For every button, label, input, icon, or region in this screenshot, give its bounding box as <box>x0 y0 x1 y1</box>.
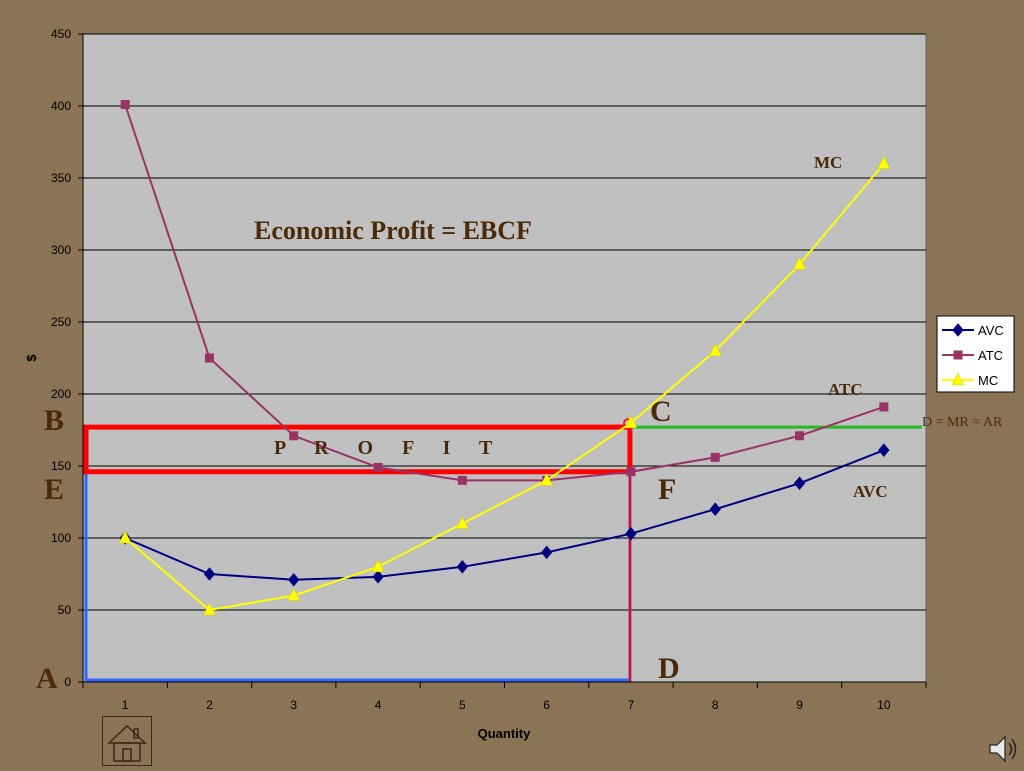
avc-curve-label: AVC <box>853 482 888 501</box>
mc-point <box>708 343 722 357</box>
mc-point <box>118 530 132 544</box>
y-tick-label: 200 <box>51 387 71 401</box>
atc-point <box>289 431 299 441</box>
point-c-label: C <box>650 395 672 428</box>
axes: 0 50 100 150 200 250 300 350 400 450 1 2 3 4 5 6 7 8 9 10 <box>51 27 927 712</box>
mc-point <box>287 588 301 601</box>
point-a-label: A <box>36 662 58 695</box>
mc-point <box>371 559 385 573</box>
home-button[interactable] <box>102 716 152 766</box>
atc-point <box>879 402 889 412</box>
series-mc <box>118 156 891 616</box>
atc-line <box>124 104 885 482</box>
legend-marker-atc <box>953 350 963 360</box>
avc-point <box>878 443 890 457</box>
point-d-label: D <box>658 652 680 685</box>
mc-point <box>793 256 806 270</box>
atc-point <box>204 353 214 363</box>
y-tick-label: 300 <box>51 243 71 257</box>
profit-rectangle <box>83 424 633 475</box>
x-tick-label: 1 <box>122 698 129 712</box>
y-tick-label: 150 <box>51 459 71 473</box>
x-axis-title: Quantity <box>478 726 531 741</box>
x-tick-label: 10 <box>877 698 891 712</box>
sound-button[interactable] <box>986 732 1020 766</box>
atc-point <box>795 431 805 441</box>
avc-point <box>540 545 553 560</box>
mc-point <box>203 602 216 616</box>
avc-point <box>625 526 637 541</box>
mc-point <box>455 516 469 529</box>
mc-point <box>877 156 891 169</box>
profit-rectangles <box>83 418 922 682</box>
point-b-label: B <box>44 404 64 437</box>
legend-marker-avc <box>952 323 964 337</box>
legend-label-avc: AVC <box>978 323 1004 338</box>
x-tick-label: 2 <box>206 698 213 712</box>
y-tick-label: 100 <box>51 531 71 545</box>
mc-line <box>124 162 885 612</box>
avc-point <box>456 560 469 574</box>
avc-point <box>793 476 806 491</box>
gridlines <box>83 33 926 611</box>
avc-line <box>124 449 885 581</box>
atc-point <box>120 100 130 110</box>
y-tick-label: 350 <box>51 171 71 185</box>
atc-curve-label: ATC <box>828 380 863 399</box>
legend-marker-mc <box>951 372 965 386</box>
atc-point <box>373 462 383 472</box>
mc-point <box>624 415 638 429</box>
price-line-label: D = MR = AR <box>922 415 1003 430</box>
x-tick-label: 7 <box>628 698 635 712</box>
y-tick-label: 450 <box>51 27 71 41</box>
legend-label-atc: ATC <box>978 348 1003 363</box>
headline-annotation: Economic Profit = EBCF <box>254 216 532 245</box>
avc-point <box>288 572 300 587</box>
point-e-label: E <box>44 473 64 506</box>
y-tick-label: 400 <box>51 99 71 113</box>
atc-point <box>626 467 636 477</box>
atc-point <box>710 452 720 462</box>
avc-point <box>203 567 216 581</box>
point-f-label: F <box>658 473 676 506</box>
speaker-icon <box>989 735 1017 763</box>
x-tick-label: 6 <box>543 698 550 712</box>
profit-annotation: P R O F I T <box>274 437 504 459</box>
legend: AVC ATC MC <box>936 315 1015 393</box>
x-tick-label: 5 <box>459 698 466 712</box>
series-group <box>118 100 891 616</box>
mc-point <box>540 472 554 486</box>
home-icon <box>107 724 147 762</box>
avc-point <box>709 502 721 516</box>
x-tick-label: 4 <box>375 698 382 712</box>
atc-point <box>457 475 467 485</box>
legend-label-mc: MC <box>978 373 998 388</box>
y-tick-label: 50 <box>58 603 72 617</box>
mc-curve-label: MC <box>814 153 842 172</box>
avc-point <box>372 570 384 584</box>
x-tick-label: 8 <box>712 698 719 712</box>
x-tick-label: 9 <box>796 698 803 712</box>
y-tick-label: 0 <box>64 675 71 689</box>
x-tick-label: 3 <box>290 698 297 712</box>
y-axis-title: $ <box>24 354 39 362</box>
y-tick-label: 250 <box>51 315 71 329</box>
